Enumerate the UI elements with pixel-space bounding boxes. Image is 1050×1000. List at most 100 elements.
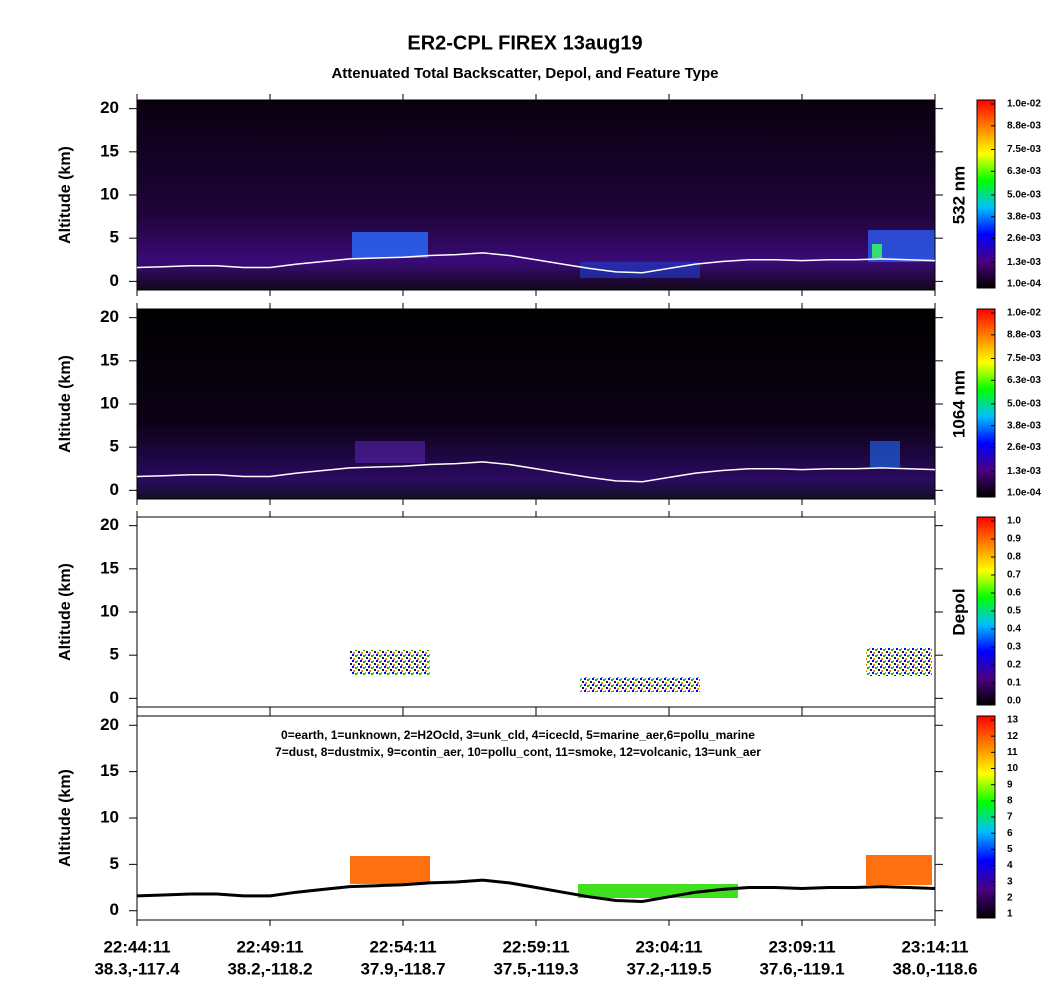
y-tick-label: 10: [100, 184, 119, 203]
y-tick-label: 10: [100, 393, 119, 412]
colorbar-tick-label: 1.0e-04: [1007, 488, 1041, 499]
y-tick-label: 10: [100, 601, 119, 620]
x-tick-label: 37.2,-119.5: [626, 959, 711, 978]
x-tick-label: 37.9,-118.7: [360, 959, 445, 978]
colorbar-tick-label: 8: [1007, 795, 1013, 806]
colorbar-tick-label: 7.5e-03: [1007, 353, 1041, 364]
colorbar-tick-label: 6: [1007, 828, 1013, 839]
y-tick-label: 15: [100, 558, 119, 577]
y-axis-label: Altitude (km): [57, 146, 74, 244]
feature-region: [866, 648, 932, 676]
y-axis-label: Altitude (km): [57, 563, 74, 661]
colorbar: [976, 99, 996, 289]
colorbar-tick-label: 10: [1007, 763, 1019, 774]
y-tick-label: 15: [100, 350, 119, 369]
y-tick-label: 0: [110, 900, 119, 919]
feature-region: [355, 441, 425, 463]
x-tick-label: 37.6,-119.1: [759, 959, 844, 978]
colorbar-tick-label: 9: [1007, 779, 1013, 790]
colorbar-tick-label: 1.0e-02: [1007, 308, 1041, 319]
colorbar-tick-label: 11: [1007, 747, 1018, 758]
colorbar-tick-label: 1.3e-03: [1007, 466, 1041, 477]
surface-line: [136, 878, 936, 904]
colorbar-tick-label: 8.8e-03: [1007, 120, 1041, 131]
colorbar-tick-label: 2.6e-03: [1007, 442, 1041, 453]
colorbar-tick-label: 0.7: [1007, 570, 1021, 581]
feature-region: [350, 856, 430, 884]
panel-backgrounds: [137, 100, 935, 898]
colorbar-tick-label: 7.5e-03: [1007, 144, 1041, 155]
x-tick-label: 22:49:11: [236, 937, 303, 956]
x-tick-label: 37.5,-119.3: [493, 959, 578, 978]
x-tick-label: 22:59:11: [502, 937, 569, 956]
colorbar-label: 532 nm: [949, 166, 968, 225]
colorbar-tick-label: 0.5: [1007, 606, 1021, 617]
y-axis-label: Altitude (km): [57, 769, 74, 867]
colorbar: [976, 308, 996, 498]
y-axis-label: Altitude (km): [57, 355, 74, 453]
feature-region: [870, 441, 900, 467]
colorbar-tick-label: 0.1: [1007, 678, 1021, 689]
y-tick-label: 5: [110, 854, 119, 873]
colorbar-tick-label: 6.3e-03: [1007, 375, 1041, 386]
feature-region: [872, 244, 882, 258]
chart-subtitle: Attenuated Total Backscatter, Depol, and…: [331, 65, 718, 82]
annotation: 0=earth, 1=unknown, 2=H2Ocld, 3=unk_cld,…: [281, 728, 755, 742]
colorbar-tick-label: 4: [1007, 860, 1013, 871]
colorbar-tick-label: 5.0e-03: [1007, 190, 1041, 201]
x-tick-label: 23:14:11: [901, 937, 968, 956]
y-tick-label: 0: [110, 480, 119, 499]
plot-frame: [136, 516, 936, 708]
colorbar-tick-label: 8.8e-03: [1007, 329, 1041, 340]
x-tick-label: 22:44:11: [103, 937, 170, 956]
feature-region: [580, 262, 700, 278]
x-tick-label: 38.2,-118.2: [227, 959, 312, 978]
colorbar-tick-label: 3.8e-03: [1007, 420, 1041, 431]
y-tick-label: 20: [100, 307, 119, 326]
colorbar-tick-label: 5: [1007, 844, 1013, 855]
y-tick-label: 0: [110, 688, 119, 707]
colorbar-tick-label: 1: [1007, 909, 1013, 920]
y-tick-label: 0: [110, 271, 119, 290]
y-tick-label: 20: [100, 715, 119, 734]
colorbar-tick-label: 0.9: [1007, 534, 1021, 545]
colorbar-tick-label: 0.3: [1007, 642, 1021, 653]
colorbar-tick-label: 0.0: [1007, 696, 1021, 707]
y-tick-label: 20: [100, 515, 119, 534]
colorbar-label: 1064 nm: [949, 370, 968, 438]
y-tick-label: 10: [100, 807, 119, 826]
feature-region: [352, 232, 428, 258]
colorbar-tick-label: 2.6e-03: [1007, 233, 1041, 244]
y-tick-label: 5: [110, 437, 119, 456]
feature-region: [580, 677, 700, 692]
x-tick-label: 22:54:11: [369, 937, 436, 956]
colorbar-label: Depol: [949, 588, 968, 635]
y-tick-label: 15: [100, 761, 119, 780]
x-tick-label: 23:04:11: [635, 937, 702, 956]
chart-title: ER2-CPL FIREX 13aug19: [407, 32, 642, 54]
y-tick-label: 15: [100, 141, 119, 160]
panel-background: [137, 309, 935, 499]
y-tick-label: 20: [100, 98, 119, 117]
colorbar-tick-label: 1.0: [1007, 516, 1021, 527]
colorbar-tick-label: 12: [1007, 731, 1019, 742]
y-tick-label: 5: [110, 645, 119, 664]
surface-line: [136, 252, 936, 274]
colorbar-tick-label: 1.3e-03: [1007, 257, 1041, 268]
colorbar-tick-label: 0.4: [1007, 624, 1021, 635]
feature-region: [350, 650, 430, 675]
colorbar-tick-label: 1.0e-02: [1007, 99, 1041, 110]
colorbar-tick-label: 0.6: [1007, 588, 1021, 599]
colorbar-tick-label: 0.8: [1007, 552, 1021, 563]
x-tick-label: 23:09:11: [768, 937, 835, 956]
colorbar-tick-label: 6.3e-03: [1007, 166, 1041, 177]
colorbar-tick-label: 1.0e-04: [1007, 279, 1041, 290]
annotation: 7=dust, 8=dustmix, 9=contin_aer, 10=poll…: [275, 745, 761, 759]
colorbar-tick-label: 0.2: [1007, 660, 1021, 671]
colorbar-tick-label: 2: [1007, 892, 1013, 903]
feature-region: [578, 884, 738, 898]
colorbar-tick-label: 5.0e-03: [1007, 399, 1041, 410]
x-tick-label: 38.3,-117.4: [94, 959, 180, 978]
